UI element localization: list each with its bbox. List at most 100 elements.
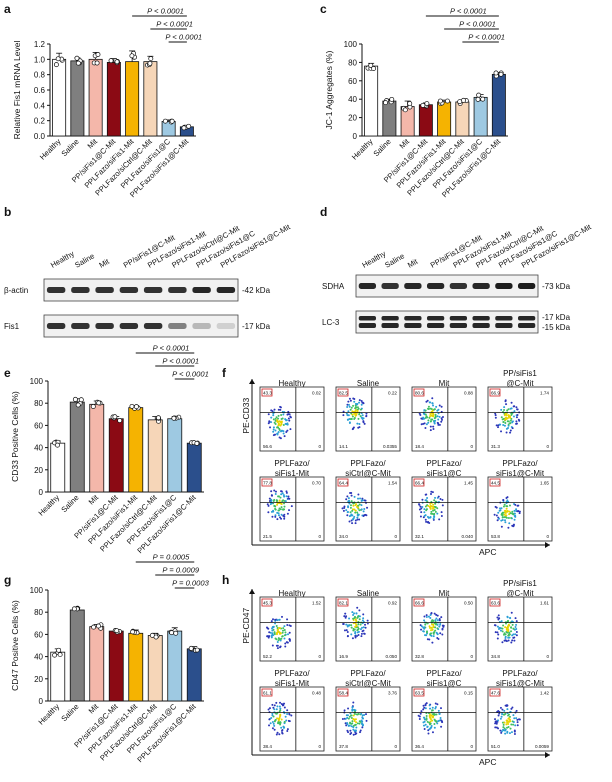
lane-label: Saline xyxy=(73,251,96,269)
flow-event-dot xyxy=(433,508,436,511)
flow-event-dot xyxy=(513,509,516,512)
flow-event-dot xyxy=(269,426,272,429)
flow-event-dot xyxy=(429,716,432,719)
y-axis-label: Relative Fis1 mRNA Level xyxy=(12,41,22,140)
flow-event-dot xyxy=(275,638,278,641)
flow-event-dot xyxy=(421,498,424,501)
flow-event-dot xyxy=(286,512,289,515)
flow-event-dot xyxy=(438,618,441,621)
y-tick-label: 0.2 xyxy=(34,117,46,126)
data-point xyxy=(475,96,481,102)
flow-event-dot xyxy=(509,419,512,422)
flow-event-dot xyxy=(354,404,357,407)
flow-event-dot xyxy=(357,493,360,496)
flow-event-dot xyxy=(507,517,510,520)
flow-plot-frame xyxy=(487,476,553,542)
flow-panel-h: Healthy 45.3 1.52 0 52.2 Saline 82.1 0.92 0.050 1… xyxy=(241,579,553,767)
flow-gate-box xyxy=(337,478,349,487)
bar-6 xyxy=(161,121,176,137)
flow-event-dot xyxy=(286,709,289,712)
flow-event-dot xyxy=(513,518,516,521)
flow-q2-value: 3.76 xyxy=(388,691,397,696)
flow-event-dot xyxy=(356,518,359,521)
flow-event-dot xyxy=(423,718,426,721)
flow-event-dot xyxy=(355,623,358,626)
flow-event-dot xyxy=(352,714,355,717)
flow-event-dot xyxy=(436,614,439,617)
flow-event-dot xyxy=(501,708,504,711)
flow-event-dot xyxy=(420,710,423,713)
flow-event-dot xyxy=(279,421,282,424)
flow-event-dot xyxy=(279,723,282,726)
flow-event-dot xyxy=(270,494,273,497)
flow-event-dot xyxy=(429,502,432,505)
flow-event-dot xyxy=(424,505,427,508)
flow-event-dot xyxy=(359,729,362,732)
blot-band xyxy=(358,283,377,289)
y-tick-label: 0 xyxy=(353,132,358,141)
flow-event-dot xyxy=(516,724,519,727)
flow-event-dot xyxy=(288,509,291,512)
flow-event-dot xyxy=(424,518,427,521)
blot-membrane xyxy=(355,274,539,298)
flow-event-dot xyxy=(508,636,511,639)
flow-event-dot xyxy=(429,707,432,710)
flow-event-dot xyxy=(511,420,514,423)
flow-event-dot xyxy=(351,413,354,416)
flow-event-dot xyxy=(507,634,510,637)
flow-event-dot xyxy=(511,512,514,515)
flow-event-dot xyxy=(508,631,511,634)
flow-event-dot xyxy=(279,714,282,717)
flow-event-dot xyxy=(420,628,423,631)
y-axis-label: CD47 Positive Cells (%) xyxy=(10,600,20,691)
flow-gate-box xyxy=(337,598,349,607)
flow-event-dot xyxy=(494,414,497,417)
flow-event-dot xyxy=(502,498,505,501)
data-point xyxy=(371,66,377,71)
panel-letter-h: h xyxy=(222,573,229,587)
flow-event-dot xyxy=(357,630,360,633)
flow-event-dot xyxy=(436,633,439,636)
flow-event-dot xyxy=(432,503,435,506)
flow-event-dot xyxy=(342,414,345,417)
flow-event-dot xyxy=(513,733,516,736)
flow-event-dot xyxy=(276,631,279,634)
flow-event-dot xyxy=(273,504,276,507)
data-point xyxy=(153,634,159,640)
blot-band xyxy=(381,323,399,328)
flow-q3-value: 0.040 xyxy=(462,534,474,539)
flow-event-dot xyxy=(352,733,355,736)
flow-event-dot xyxy=(357,407,360,410)
flow-y-arrowhead xyxy=(249,379,255,384)
blot-protein-label: Fis1 xyxy=(4,322,20,331)
flow-event-dot xyxy=(265,626,268,629)
flow-event-dot xyxy=(283,637,286,640)
flow-event-dot xyxy=(359,497,362,500)
data-point xyxy=(78,397,84,403)
flow-event-dot xyxy=(435,613,438,616)
flow-event-dot xyxy=(512,415,515,418)
flow-event-dot xyxy=(497,719,500,722)
flow-event-dot xyxy=(350,714,353,717)
flow-event-dot xyxy=(440,511,443,514)
flow-event-dot xyxy=(274,429,277,432)
flow-event-dot xyxy=(359,731,362,734)
flow-event-dot xyxy=(361,714,364,717)
flow-event-dot xyxy=(441,418,444,421)
flow-event-dot xyxy=(508,510,511,513)
flow-event-dot xyxy=(514,514,517,517)
flow-event-dot xyxy=(352,397,355,400)
flow-event-dot xyxy=(514,633,517,636)
flow-event-dot xyxy=(423,615,426,618)
data-point xyxy=(420,102,426,108)
flow-event-dot xyxy=(359,623,362,626)
y-tick-label: 40 xyxy=(348,95,357,104)
flow-event-dot xyxy=(287,497,290,500)
flow-event-dot xyxy=(425,631,428,634)
flow-q4-value: 21.5 xyxy=(263,534,272,539)
flow-event-dot xyxy=(494,722,497,725)
flow-event-dot xyxy=(495,506,498,509)
flow-event-dot xyxy=(494,416,497,419)
flow-event-dot xyxy=(351,514,354,517)
